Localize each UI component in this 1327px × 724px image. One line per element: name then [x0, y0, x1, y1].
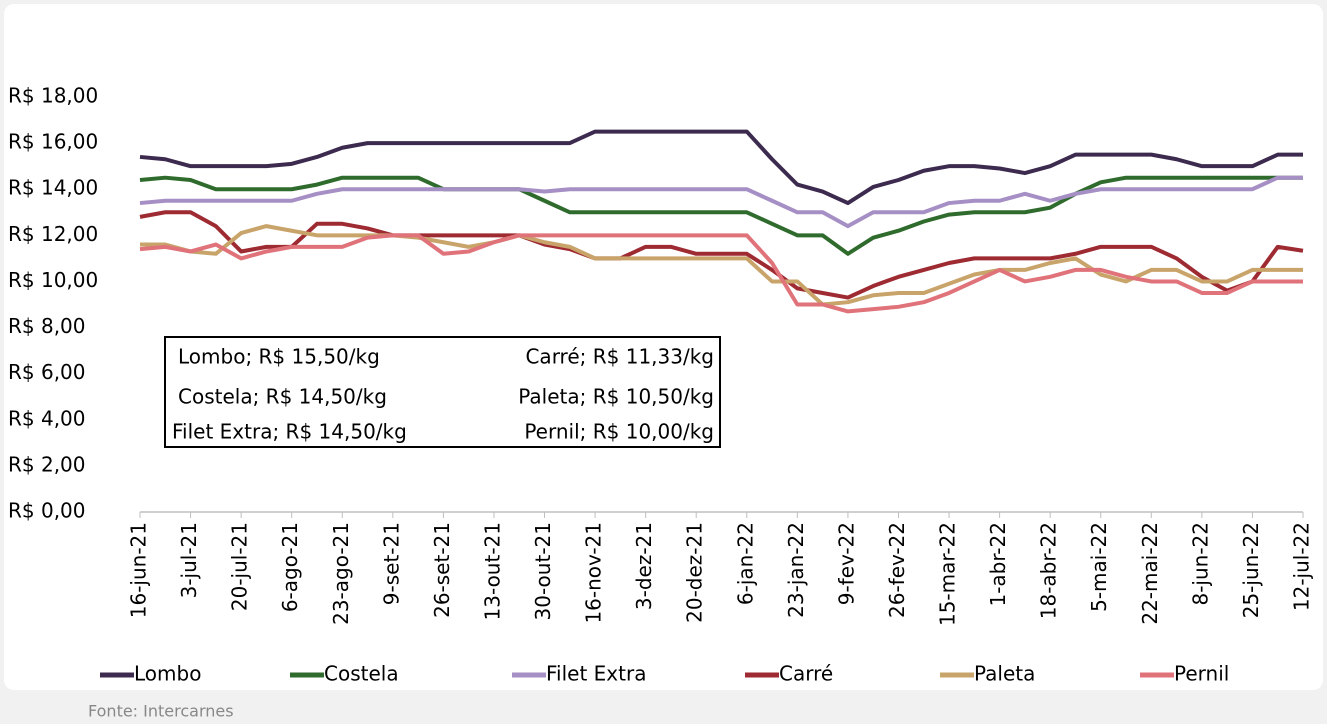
y-tick-label: R$ 0,00 — [8, 499, 86, 523]
x-tick-label: 30-out-21 — [531, 522, 555, 620]
x-tick-label: 6-ago-21 — [278, 522, 302, 612]
legend-label: Carré — [779, 662, 833, 686]
annotation: Paleta; R$ 10,50/kg — [518, 385, 714, 409]
y-tick-label: R$ 8,00 — [8, 314, 86, 338]
x-tick-label: 3-jul-21 — [177, 522, 201, 598]
legend-label: Pernil — [1174, 662, 1229, 686]
x-tick-label: 18-abr-22 — [1037, 522, 1061, 619]
y-tick-label: R$ 6,00 — [8, 360, 86, 384]
line — [139, 233, 1303, 314]
x-tick-label: 8-jun-22 — [1188, 522, 1212, 606]
annotation: Carré; R$ 11,33/kg — [525, 345, 714, 369]
line — [139, 210, 1304, 300]
y-tick-label: R$ 4,00 — [8, 406, 86, 430]
x-tick-label: 25-jun-22 — [1239, 522, 1263, 618]
x-tick-label: 16-jun-21 — [127, 522, 151, 618]
x-tick-label: 23-ago-21 — [329, 522, 353, 625]
annotation-box — [164, 336, 721, 448]
source: Fonte: Intercarnes — [88, 702, 234, 721]
annotation: Filet Extra; R$ 14,50/kg — [172, 420, 407, 444]
line — [140, 224, 1303, 307]
x-tick-label: 13-out-21 — [480, 522, 504, 620]
y-tick-label: R$ 2,00 — [8, 452, 86, 476]
x-tick-label: 12-jul-22 — [1290, 522, 1314, 611]
y-tick-label: R$ 16,00 — [8, 130, 98, 154]
legend-label: Lombo — [134, 662, 201, 686]
legend-label: Paleta — [974, 662, 1035, 686]
annotation: Costela; R$ 14,50/kg — [178, 385, 387, 409]
x-tick-label: 1-abr-22 — [986, 522, 1010, 607]
x-tick-label: 20-jul-21 — [228, 522, 252, 611]
x-tick-label: 26-set-21 — [430, 522, 454, 618]
x-tick-label: 23-jan-22 — [784, 522, 808, 618]
annotation: Pernil; R$ 10,00/kg — [524, 420, 714, 444]
x-tick-label: 26-fev-22 — [885, 522, 909, 618]
y-tick-label: R$ 12,00 — [8, 222, 98, 246]
y-tick-label: R$ 10,00 — [8, 268, 98, 292]
x-tick-label: 5-mai-22 — [1087, 522, 1111, 612]
x-tick-label: 9-set-21 — [379, 522, 403, 605]
x-tick-label: 20-dez-21 — [683, 522, 707, 623]
annotation: Lombo; R$ 15,50/kg — [178, 345, 380, 369]
x-tick-label: 3-dez-21 — [632, 522, 656, 610]
x-tick-label: 22-mai-22 — [1138, 522, 1162, 625]
line — [139, 175, 1303, 229]
y-tick-label: R$ 18,00 — [8, 84, 98, 108]
x-tick-label: 15-mar-22 — [936, 522, 960, 626]
y-tick-label: R$ 14,00 — [8, 176, 98, 200]
line — [139, 175, 1303, 256]
legend-label: Costela — [324, 662, 399, 686]
x-tick-label: 9-fev-22 — [834, 522, 858, 605]
legend-label: Filet Extra — [546, 662, 646, 686]
x-tick-label: 16-nov-21 — [582, 522, 606, 624]
line — [139, 129, 1303, 206]
x-tick-label: 6-jan-22 — [733, 522, 757, 605]
